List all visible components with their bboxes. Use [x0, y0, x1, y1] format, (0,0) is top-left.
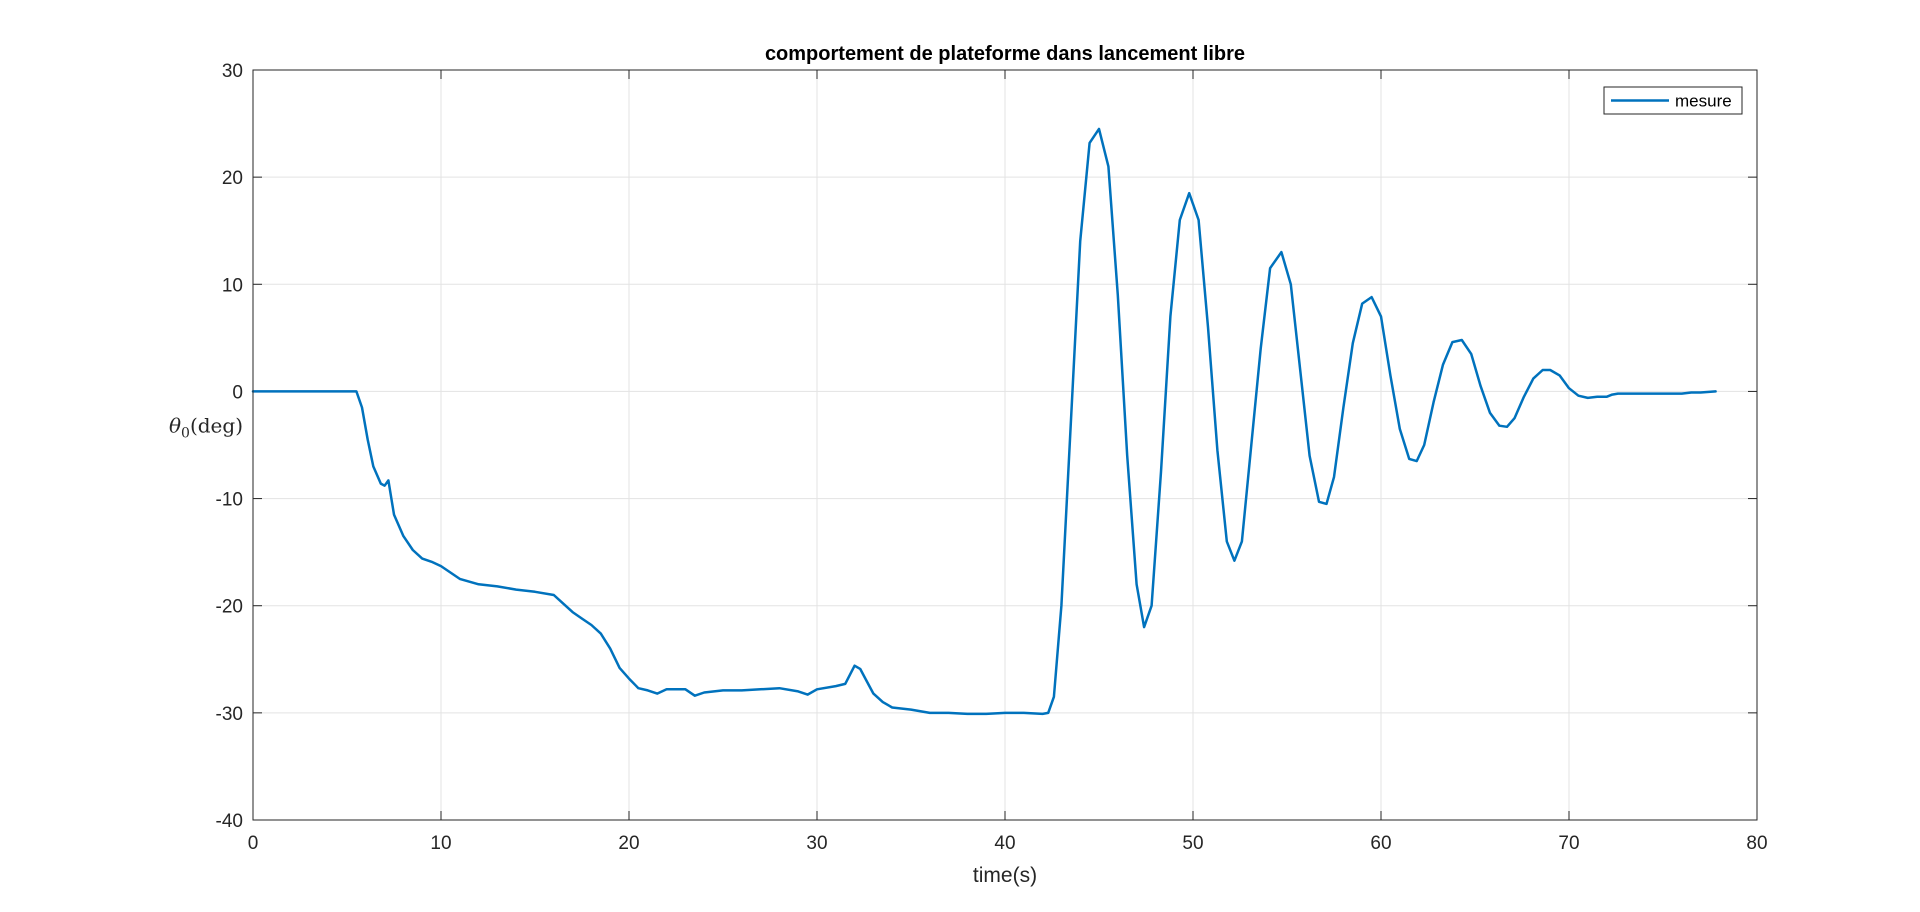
y-tick-label: 10 — [222, 275, 243, 296]
y-tick-label: -20 — [216, 597, 243, 618]
x-tick-label: 80 — [1746, 833, 1767, 854]
series-layer — [251, 127, 1717, 716]
x-tick-label: 0 — [248, 833, 259, 854]
plot-area-frame — [252, 69, 1758, 821]
series-line-mesure — [251, 127, 1717, 716]
y-axis-label-unit: (deg) — [190, 414, 243, 438]
y-axis-label-base: θ — [169, 414, 181, 438]
x-tick-label: 30 — [806, 833, 827, 854]
y-axis-label-subscript: 0 — [181, 426, 190, 442]
x-tick-label: 40 — [994, 833, 1015, 854]
y-tick-label: -40 — [216, 811, 243, 832]
y-axis-label: θ0(deg) — [169, 414, 243, 442]
y-tick-label: -30 — [216, 704, 243, 725]
x-tick-label: 10 — [430, 833, 451, 854]
x-tick-label: 50 — [1182, 833, 1203, 854]
tick-labels: 0 10 20 30 40 50 60 70 80 -40 -30 -20 -10 0 10 20 30 — [216, 61, 1768, 854]
x-axis-label: time(s) — [973, 864, 1037, 887]
x-tick-label: 20 — [618, 833, 639, 854]
y-tick-label: 30 — [222, 61, 243, 82]
y-tick-label: 20 — [222, 168, 243, 189]
legend-label-mesure: mesure — [1675, 92, 1732, 111]
grid-lines — [252, 69, 1758, 821]
x-tick-label: 60 — [1370, 833, 1391, 854]
legend: mesure — [1603, 86, 1743, 115]
y-tick-label: 0 — [232, 382, 243, 403]
y-tick-label: -10 — [216, 490, 243, 511]
chart-title: comportement de plateforme dans lancemen… — [765, 43, 1245, 65]
x-tick-label: 70 — [1558, 833, 1579, 854]
